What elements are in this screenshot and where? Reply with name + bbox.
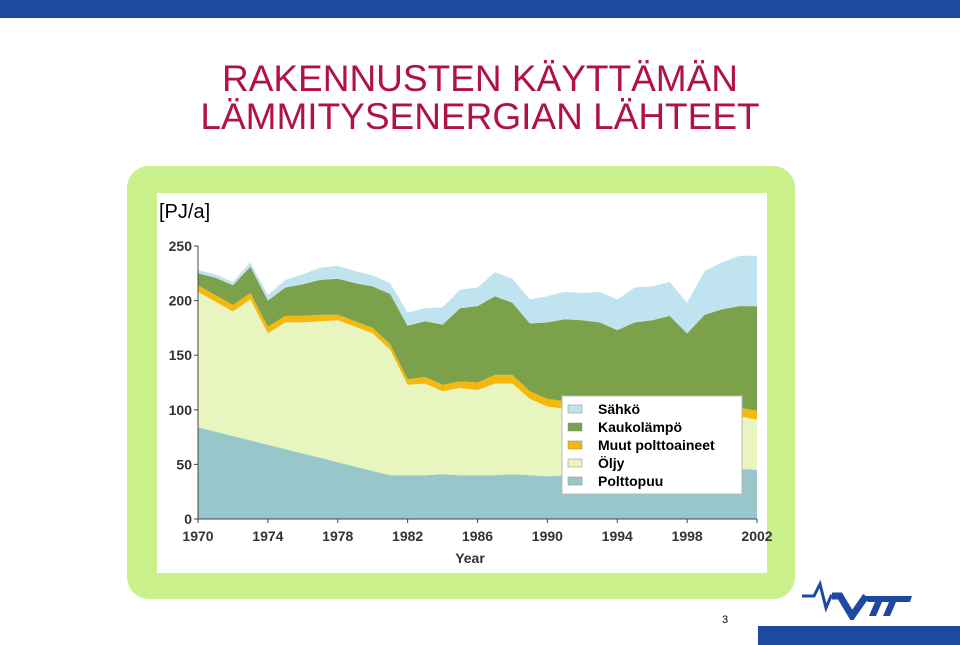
x-tick-label: 2002: [741, 528, 772, 544]
y-tick-label: 50: [176, 456, 192, 472]
legend-label: Polttopuu: [598, 473, 663, 489]
legend-swatch: [567, 476, 583, 486]
y-tick-label: 150: [169, 347, 193, 363]
x-tick-label: 1982: [392, 528, 423, 544]
area-series-0: [198, 427, 757, 519]
x-axis-title: Year: [455, 550, 485, 566]
legend-swatch: [567, 404, 583, 414]
x-tick-label: 1990: [532, 528, 563, 544]
legend-label: Kaukolämpö: [598, 419, 682, 435]
y-tick-label: 100: [169, 402, 193, 418]
bottom-accent-bar: [758, 626, 960, 645]
x-tick-label: 1974: [252, 528, 283, 544]
legend-swatch: [567, 440, 583, 450]
top-accent-bar: [0, 0, 960, 18]
chart-legend: Sähkö Kaukolämpö Muut polttoaineet Öljy Polt…: [561, 395, 743, 495]
legend-label: Muut polttoaineet: [598, 437, 715, 453]
legend-label: Öljy: [598, 455, 625, 471]
title-line-2: LÄMMITYSENERGIAN LÄHTEET: [200, 96, 760, 137]
x-tick-label: 1998: [672, 528, 703, 544]
page-number: 3: [722, 614, 729, 626]
y-tick-label: 200: [169, 293, 193, 309]
x-tick-label: 1986: [462, 528, 493, 544]
slide-title: RAKENNUSTEN KÄYTTÄMÄN LÄMMITYSENERGIAN L…: [100, 60, 860, 136]
legend-swatch: [567, 422, 583, 432]
legend-label: Sähkö: [598, 401, 640, 417]
area-series-3: [198, 266, 757, 411]
title-line-1: RAKENNUSTEN KÄYTTÄMÄN: [221, 58, 738, 99]
vtt-logo-icon: [802, 579, 912, 620]
legend-box: [561, 395, 743, 495]
chart-axes: 0 50 100 150 200 250 1970 1974 1978 1982 1986 1990 1…: [169, 238, 773, 566]
x-tick-label: 1970: [182, 528, 213, 544]
area-series-4: [198, 255, 757, 334]
legend-swatch: [567, 458, 583, 468]
unit-label: [PJ/a]: [159, 201, 211, 223]
x-tick-label: 1978: [322, 528, 353, 544]
area-series-2: [198, 285, 757, 420]
x-tick-label: 1994: [602, 528, 633, 544]
y-tick-label: 250: [169, 238, 193, 254]
y-tick-label: 0: [184, 511, 192, 527]
